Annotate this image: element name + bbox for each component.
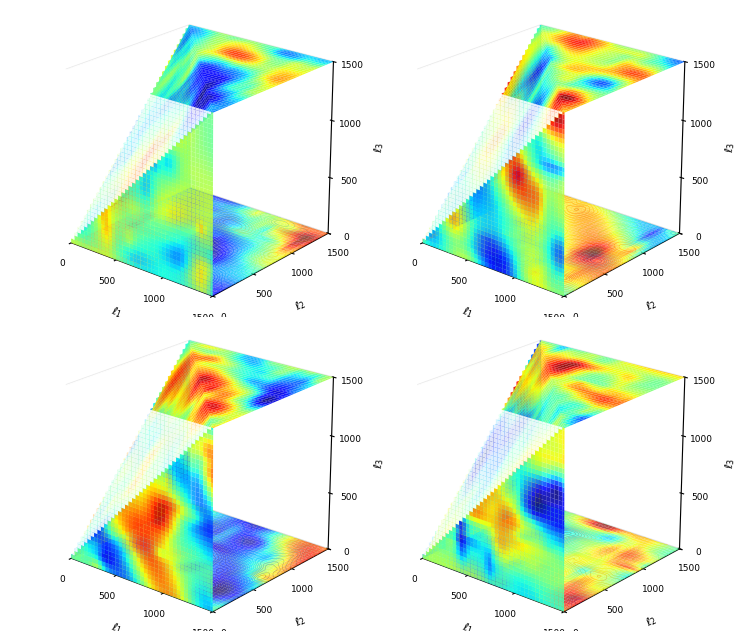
Y-axis label: $\ell_2$: $\ell_2$ bbox=[292, 297, 308, 314]
Y-axis label: $\ell_2$: $\ell_2$ bbox=[292, 612, 308, 630]
X-axis label: $\ell_1$: $\ell_1$ bbox=[109, 620, 124, 631]
X-axis label: $\ell_1$: $\ell_1$ bbox=[109, 304, 124, 321]
Y-axis label: $\ell_2$: $\ell_2$ bbox=[644, 297, 660, 314]
Y-axis label: $\ell_2$: $\ell_2$ bbox=[644, 612, 660, 630]
X-axis label: $\ell_1$: $\ell_1$ bbox=[460, 304, 475, 321]
X-axis label: $\ell_1$: $\ell_1$ bbox=[460, 620, 475, 631]
